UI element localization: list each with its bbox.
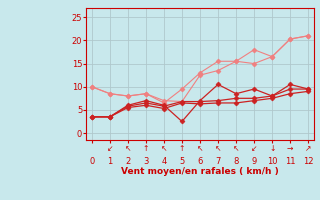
Text: ↖: ↖ xyxy=(125,144,131,153)
Text: ↖: ↖ xyxy=(215,144,221,153)
Text: ↖: ↖ xyxy=(161,144,167,153)
Text: ↑: ↑ xyxy=(179,144,185,153)
Text: ↙: ↙ xyxy=(251,144,257,153)
Text: ↖: ↖ xyxy=(197,144,203,153)
Text: ↗: ↗ xyxy=(305,144,311,153)
X-axis label: Vent moyen/en rafales ( km/h ): Vent moyen/en rafales ( km/h ) xyxy=(121,167,279,176)
Text: ↑: ↑ xyxy=(143,144,149,153)
Text: →: → xyxy=(287,144,293,153)
Text: ↙: ↙ xyxy=(107,144,113,153)
Text: ↖: ↖ xyxy=(233,144,239,153)
Text: ↓: ↓ xyxy=(269,144,275,153)
